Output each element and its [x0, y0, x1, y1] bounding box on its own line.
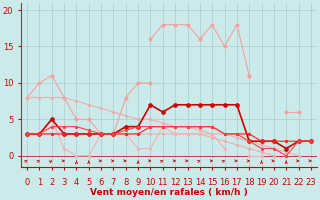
X-axis label: Vent moyen/en rafales ( km/h ): Vent moyen/en rafales ( km/h ) [90, 188, 248, 197]
